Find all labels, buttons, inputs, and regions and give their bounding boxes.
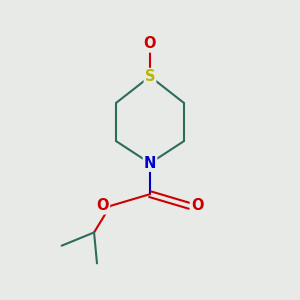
Text: O: O xyxy=(144,37,156,52)
Text: O: O xyxy=(97,198,109,213)
Text: O: O xyxy=(191,198,203,213)
Text: S: S xyxy=(145,69,155,84)
Text: N: N xyxy=(144,156,156,171)
